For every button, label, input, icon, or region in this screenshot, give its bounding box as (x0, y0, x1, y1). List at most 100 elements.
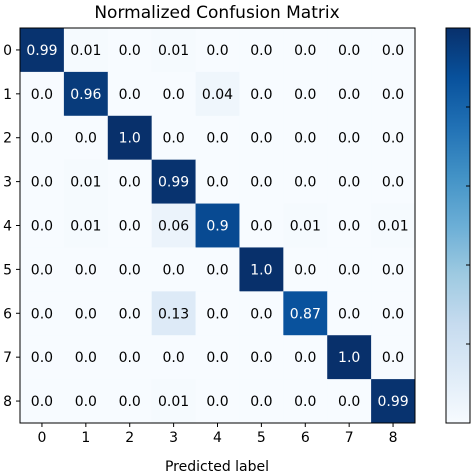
cell-value-label-2-8: 0.0 (382, 131, 404, 147)
heatmap-cell-2-8 (371, 115, 416, 161)
cell-value-label-2-6: 0.0 (294, 131, 316, 147)
cell-value-label-5-1: 0.0 (75, 262, 97, 278)
y-tick-label-3: 3 (3, 175, 12, 191)
heatmap-cell-1-1 (63, 71, 109, 117)
cell-value-label-2-2: 1.0 (119, 131, 141, 147)
heatmap-cell-6-2 (107, 291, 153, 336)
heatmap-cell-7-8 (371, 335, 416, 380)
heatmap-cell-1-7 (327, 71, 372, 117)
x-tick-label-2: 2 (125, 430, 134, 446)
heatmap-cell-6-5 (239, 291, 284, 336)
cell-value-label-1-2: 0.0 (119, 87, 141, 103)
heatmap-cell-5-6 (283, 247, 328, 292)
heatmap-cell-5-0 (20, 247, 65, 292)
heatmap-cell-0-5 (239, 28, 284, 73)
cell-value-label-4-2: 0.0 (119, 219, 141, 235)
cell-value-label-3-4: 0.0 (206, 175, 228, 191)
heatmap-cell-2-1 (63, 115, 109, 161)
cell-value-label-7-0: 0.0 (31, 350, 53, 366)
cell-value-label-7-1: 0.0 (75, 350, 97, 366)
cell-value-label-4-3: 0.06 (158, 219, 189, 235)
cell-value-label-3-2: 0.0 (119, 175, 141, 191)
cell-value-label-0-5: 0.0 (250, 43, 272, 59)
heatmap-cell-3-0 (20, 159, 65, 205)
heatmap-cell-3-1 (63, 159, 109, 205)
heatmap-cell-6-6 (283, 291, 328, 336)
cell-value-label-3-7: 0.0 (338, 175, 360, 191)
colorbar (445, 27, 471, 424)
heatmap-cell-6-7 (327, 291, 372, 336)
cell-value-label-0-2: 0.0 (119, 43, 141, 59)
cell-value-label-2-7: 0.0 (338, 131, 360, 147)
cell-value-label-6-3: 0.13 (158, 306, 189, 322)
cell-value-label-8-5: 0.0 (250, 394, 272, 410)
heatmap-cell-7-2 (107, 335, 153, 380)
heatmap-cell-8-5 (239, 379, 284, 424)
heatmap-cell-7-0 (20, 335, 65, 380)
cell-value-label-3-8: 0.0 (382, 175, 404, 191)
cell-value-label-5-4: 0.0 (206, 262, 228, 278)
cell-value-label-1-3: 0.0 (162, 87, 184, 103)
x-axis-ticks: 0 1 2 3 4 5 6 7 8 (37, 423, 398, 446)
y-axis-ticks: 0 1 2 3 4 5 6 7 8 (3, 43, 20, 410)
x-tick-label-0: 0 (37, 430, 46, 446)
heatmap-cell-8-0 (20, 379, 65, 424)
cell-value-label-7-8: 0.0 (382, 350, 404, 366)
heatmap-cell-6-4 (195, 291, 240, 336)
cell-value-label-6-1: 0.0 (75, 306, 97, 322)
heatmap-cell-8-7 (327, 379, 372, 424)
heatmap-cell-8-8 (371, 379, 416, 424)
heatmap-cell-7-1 (63, 335, 109, 380)
cell-value-label-7-7: 1.0 (338, 350, 360, 366)
cell-value-label-2-0: 0.0 (31, 131, 53, 147)
cell-value-label-7-5: 0.0 (250, 350, 272, 366)
cell-value-label-3-0: 0.0 (31, 175, 53, 191)
heatmap-cell-7-3 (151, 335, 197, 380)
heatmap-cell-0-1 (63, 28, 109, 73)
cell-value-label-1-6: 0.0 (294, 87, 316, 103)
cell-value-label-2-1: 0.0 (75, 131, 97, 147)
cell-value-label-0-0: 0.99 (26, 43, 57, 59)
cell-value-label-1-8: 0.0 (382, 87, 404, 103)
heatmap-cell-3-2 (107, 159, 153, 205)
heatmap-cell-4-7 (327, 203, 372, 248)
chart-title: Normalized Confusion Matrix (94, 3, 339, 23)
heatmap-cell-3-6 (283, 159, 328, 205)
x-tick-label-4: 4 (213, 430, 222, 446)
cell-value-label-4-1: 0.01 (70, 219, 101, 235)
heatmap-cell-6-1 (63, 291, 109, 336)
heatmap-cell-5-5 (239, 247, 284, 292)
x-tick-label-8: 8 (389, 430, 398, 446)
heatmap-cell-4-8 (371, 203, 416, 248)
heatmap-cell-8-1 (63, 379, 109, 424)
heatmap-cell-0-0 (20, 28, 65, 73)
cell-value-label-6-7: 0.0 (338, 306, 360, 322)
cell-value-label-4-8: 0.01 (377, 219, 408, 235)
cell-value-label-5-8: 0.0 (382, 262, 404, 278)
colorbar-gradient (445, 27, 471, 424)
heatmap-cell-6-0 (20, 291, 65, 336)
cell-value-label-4-4: 0.9 (206, 219, 228, 235)
heatmap-cell-2-4 (195, 115, 240, 161)
cell-value-label-5-6: 0.0 (294, 262, 316, 278)
heatmap-cell-4-3 (151, 203, 197, 248)
cell-value-label-8-3: 0.01 (158, 394, 189, 410)
cell-value-label-8-1: 0.0 (75, 394, 97, 410)
x-tick-label-3: 3 (169, 430, 178, 446)
cell-value-label-1-7: 0.0 (338, 87, 360, 103)
cell-value-label-4-6: 0.01 (290, 219, 321, 235)
cell-value-label-3-3: 0.99 (158, 175, 189, 191)
heatmap-cell-4-4 (195, 203, 240, 248)
y-tick-label-2: 2 (3, 131, 12, 147)
heatmap-cell-5-8 (371, 247, 416, 292)
cell-value-label-0-6: 0.0 (294, 43, 316, 59)
heatmap-cell-1-0 (20, 71, 65, 117)
cell-value-label-4-5: 0.0 (250, 219, 272, 235)
heatmap-cell-0-6 (283, 28, 328, 73)
heatmap-cell-1-6 (283, 71, 328, 117)
heatmap-cell-5-2 (107, 247, 153, 292)
heatmap-cell-5-1 (63, 247, 109, 292)
heatmap-cell-2-7 (327, 115, 372, 161)
cell-value-label-1-5: 0.0 (250, 87, 272, 103)
